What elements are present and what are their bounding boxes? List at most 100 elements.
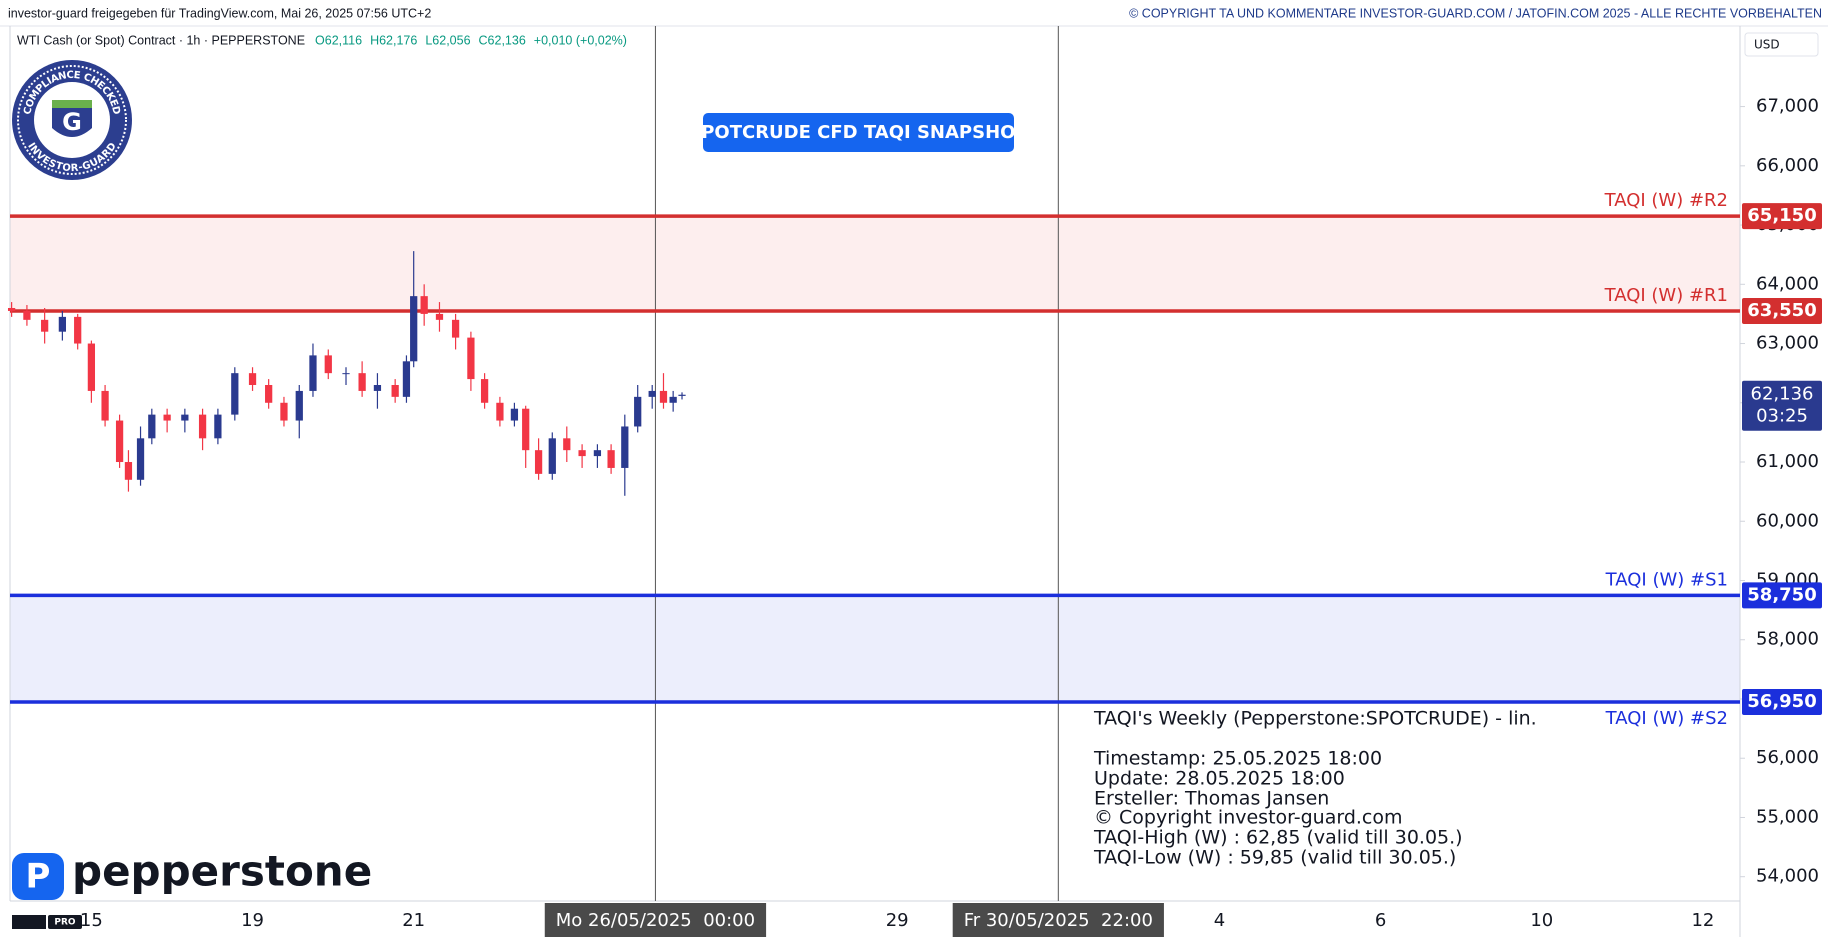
info-line: Ersteller: Thomas Jansen [1094, 788, 1329, 810]
info-line: TAQI-Low (W) : 59,85 (valid till 30.05.) [1093, 847, 1456, 869]
tv-logo: PRO [12, 915, 82, 929]
candle-body [410, 296, 418, 362]
y-tick-label: 64,000 [1756, 273, 1819, 294]
level-zone [10, 595, 1740, 702]
candle-body [265, 385, 273, 403]
ohlc-value: +0,010 (+0,02%) [534, 33, 627, 47]
candle-body [58, 316, 67, 332]
candle-body [148, 414, 156, 439]
x-tick-label: 19 [241, 910, 264, 931]
x-tick-label: 4 [1214, 910, 1225, 931]
level-name: TAQI (W) #S1 [1605, 569, 1728, 590]
level-name: TAQI (W) #R2 [1604, 190, 1728, 211]
last-price: 62,136 [1751, 384, 1814, 405]
candle-body [23, 310, 31, 320]
candle-body [295, 390, 303, 421]
candle-body [634, 396, 642, 427]
y-tick-label: 67,000 [1756, 96, 1819, 117]
info-line: Timestamp: 25.05.2025 18:00 [1093, 748, 1382, 770]
candle-body [101, 390, 109, 421]
candle-body [41, 319, 49, 332]
candle-body [593, 450, 602, 457]
candle-body [563, 438, 571, 451]
candle-body [435, 313, 444, 320]
candle-body [163, 414, 171, 421]
candle-body [358, 373, 366, 391]
x-tick-label: 15 [80, 910, 103, 931]
currency: USD [1754, 38, 1780, 52]
candle-body [342, 373, 350, 375]
candle-body [659, 390, 668, 403]
candle-body [669, 396, 677, 403]
header-left: investor-guard freigegeben für TradingVi… [8, 6, 431, 20]
candle-body [280, 402, 288, 421]
y-tick-label: 55,000 [1756, 806, 1819, 827]
x-tick-highlight [544, 903, 767, 937]
candle-body [136, 438, 145, 480]
candle-body [548, 438, 556, 474]
last-price-box [1742, 380, 1822, 431]
y-tick-label: 54,000 [1756, 866, 1819, 887]
candle-body [373, 385, 382, 391]
candle-body [309, 355, 317, 391]
info-line: TAQI-High (W) : 62,85 (valid till 30.05.… [1093, 827, 1463, 849]
logo-text: pepperstone [72, 847, 372, 896]
level-price: 65,150 [1747, 205, 1816, 226]
title-box [703, 113, 1014, 152]
y-tick-label: 56,000 [1756, 747, 1819, 768]
logo-mark: P [26, 857, 51, 897]
level-price: 56,950 [1747, 691, 1816, 712]
candle-body [248, 373, 257, 386]
candle-body [420, 296, 428, 314]
candle-body [87, 343, 96, 391]
candle-body [181, 414, 189, 421]
pepperstone-logo: P pepperstone [12, 847, 372, 900]
x-tick-label: 21 [402, 910, 425, 931]
level-price: 58,750 [1747, 584, 1816, 605]
x-tick-label: 10 [1530, 910, 1553, 931]
level-price-box [1742, 297, 1822, 324]
info-block: TAQI's Weekly (Pepperstone:SPOTCRUDE) - … [1093, 708, 1537, 869]
ohlc-value: H62,176 [370, 33, 417, 47]
info-line: Update: 28.05.2025 18:00 [1094, 768, 1345, 790]
candle-body [467, 337, 475, 380]
candle-body [124, 462, 133, 480]
candle-body [198, 414, 207, 439]
badge: COMPLIANCE CHECKED INVESTOR-GUARD G [12, 60, 132, 180]
candle-body [214, 414, 222, 439]
y-tick-label: 60,000 [1756, 510, 1819, 531]
chart-title: SPOTCRUDE CFD TAQI SNAPSHOT [688, 122, 1028, 143]
candle-body [115, 420, 124, 463]
y-tick-label: 66,000 [1756, 155, 1819, 176]
level-price: 63,550 [1747, 300, 1816, 321]
candle-body [607, 450, 615, 468]
y-tick-label: 61,000 [1756, 451, 1819, 472]
info-line: © Copyright investor-guard.com [1094, 807, 1403, 829]
header-right: © COPYRIGHT TA UND KOMMENTARE INVESTOR-G… [1129, 6, 1822, 20]
candle-body [74, 316, 82, 344]
ohlc-value: O62,116 [315, 33, 362, 47]
symbol-name: WTI Cash (or Spot) Contract · 1h · PEPPE… [17, 33, 305, 47]
candle-body [621, 426, 629, 468]
level-price-box [1742, 688, 1822, 715]
ohlc-value: L62,056 [425, 33, 470, 47]
level-name: TAQI (W) #R1 [1604, 285, 1728, 306]
ohlc-value: C62,136 [479, 33, 526, 47]
x-tick-label: Mo 26/05/2025 00:00 [556, 910, 755, 931]
level-price-box [1742, 582, 1822, 609]
candle-body [578, 450, 586, 457]
level-name: TAQI (W) #S2 [1605, 708, 1728, 729]
candle-body [402, 361, 411, 397]
x-tick-label: 12 [1691, 910, 1714, 931]
x-tick-label: 29 [886, 910, 909, 931]
currency-box [1744, 32, 1819, 57]
candle-body [678, 394, 686, 396]
x-tick-highlight [952, 903, 1164, 937]
level-price-box [1742, 203, 1822, 230]
countdown: 03:25 [1756, 406, 1808, 427]
candle-body [7, 307, 16, 311]
info-line: TAQI's Weekly (Pepperstone:SPOTCRUDE) - … [1093, 708, 1537, 730]
candle-body [522, 408, 530, 451]
candle-body [510, 408, 519, 421]
candle-body [324, 355, 332, 374]
